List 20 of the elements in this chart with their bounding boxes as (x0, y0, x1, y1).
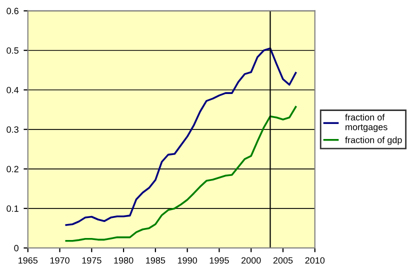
x-tick-label: 2000 (242, 257, 261, 264)
line-series (65, 106, 297, 242)
y-tick-label: 0.5 (6, 47, 18, 54)
y-tick-label: 0.3 (6, 126, 18, 133)
legend-label: fraction of gdp (345, 136, 402, 145)
y-tick-label: 0.2 (6, 166, 18, 172)
x-tick-label: 1980 (114, 257, 134, 264)
y-tick-label: 0 (14, 244, 18, 252)
line-series (65, 47, 297, 226)
x-tick-label: 2010 (305, 257, 325, 264)
x-tick-label: 1990 (178, 257, 198, 264)
x-tick-label: 1995 (210, 257, 229, 264)
y-tick-label: 0.1 (6, 205, 18, 212)
x-tick-label: 2005 (273, 257, 293, 264)
x-tick-label: 1965 (18, 257, 38, 264)
x-tick-label: 1985 (146, 257, 166, 264)
x-tick-label: 1970 (50, 257, 70, 264)
y-tick-label: 0.4 (6, 86, 19, 94)
x-tick-label: 1975 (82, 257, 102, 264)
y-tick-label: 0.6 (6, 8, 18, 14)
